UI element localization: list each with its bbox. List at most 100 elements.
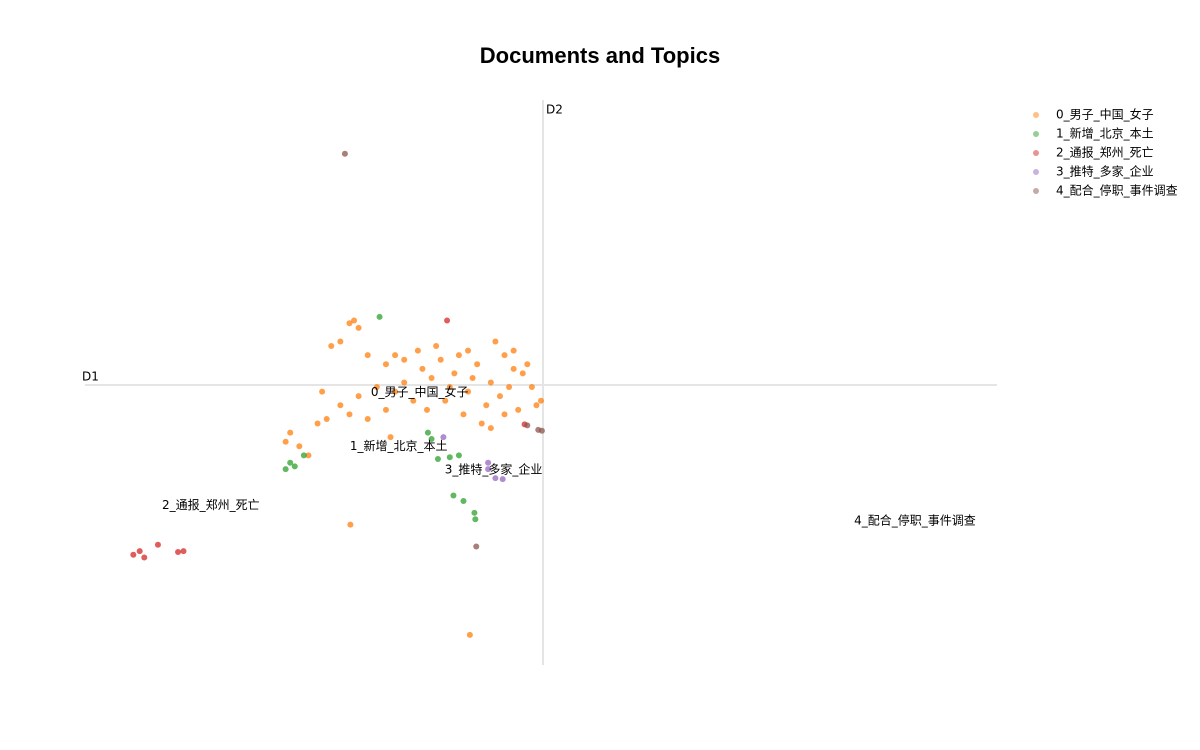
point	[465, 347, 472, 354]
chart-title: Documents and Topics	[480, 43, 720, 68]
point	[460, 497, 467, 504]
point	[506, 384, 513, 391]
topic-label: 3_推特_多家_企业	[445, 461, 543, 476]
point	[487, 425, 494, 432]
point	[450, 492, 457, 499]
point	[392, 388, 399, 395]
point	[300, 452, 307, 459]
topic-label: 4_配合_停职_事件调查	[854, 513, 976, 528]
point	[471, 509, 478, 516]
legend-label: 4_配合_停职_事件调查	[1056, 183, 1178, 198]
point	[455, 352, 462, 359]
legend-marker	[1033, 188, 1039, 194]
point	[337, 338, 344, 345]
point	[474, 361, 481, 368]
point	[428, 374, 435, 381]
point	[533, 402, 540, 409]
topic-label: 1_新增_北京_本土	[350, 438, 448, 453]
legend-marker	[1033, 112, 1039, 118]
point	[355, 324, 362, 331]
topic-label: 0_男子_中国_女子	[371, 384, 469, 399]
point	[346, 411, 353, 418]
point	[444, 317, 451, 324]
point	[387, 434, 394, 441]
legend-marker	[1033, 169, 1039, 175]
legend-label: 2_通报_郑州_死亡	[1056, 145, 1154, 160]
point	[510, 347, 517, 354]
point	[428, 436, 435, 442]
point	[451, 370, 458, 377]
point	[305, 452, 312, 459]
point	[460, 411, 467, 418]
point	[446, 454, 453, 461]
point	[501, 352, 508, 359]
point	[473, 543, 480, 550]
point	[499, 476, 506, 483]
point	[515, 406, 522, 413]
point	[455, 452, 462, 459]
point	[382, 406, 389, 413]
point	[492, 338, 499, 345]
point	[175, 549, 182, 555]
point	[524, 361, 531, 368]
legend-marker	[1033, 131, 1039, 137]
point	[323, 415, 330, 422]
point	[442, 397, 449, 404]
legend-label: 1_新增_北京_本土	[1056, 126, 1154, 141]
point	[382, 361, 389, 368]
point	[465, 388, 472, 395]
point	[180, 548, 187, 555]
point	[136, 548, 143, 555]
point	[141, 554, 148, 561]
point	[434, 456, 441, 463]
point	[373, 384, 380, 391]
point	[492, 475, 499, 482]
point	[487, 379, 494, 386]
point	[414, 347, 421, 354]
point	[466, 631, 473, 638]
point	[296, 443, 303, 450]
legend-marker	[1033, 150, 1039, 156]
point	[401, 379, 408, 386]
point	[483, 402, 490, 409]
point	[485, 459, 492, 466]
point	[437, 356, 444, 363]
point	[401, 356, 408, 363]
point	[351, 317, 358, 324]
point	[528, 384, 535, 391]
point	[376, 313, 383, 320]
point	[485, 466, 492, 473]
point	[410, 397, 417, 404]
point	[328, 343, 335, 350]
point	[496, 393, 503, 400]
point	[364, 415, 371, 422]
legend-label: 0_男子_中国_女子	[1056, 107, 1154, 122]
point	[291, 463, 298, 470]
point	[154, 541, 161, 548]
point	[472, 516, 479, 523]
point	[341, 150, 348, 157]
x-axis-label: D1	[82, 370, 99, 384]
legend-label: 3_推特_多家_企业	[1056, 164, 1154, 179]
point	[337, 402, 344, 409]
point	[364, 352, 371, 359]
point	[440, 434, 447, 441]
point	[538, 397, 544, 404]
point	[130, 551, 137, 558]
point	[287, 429, 294, 436]
point	[392, 352, 399, 359]
point	[538, 427, 545, 434]
point	[424, 429, 431, 436]
point	[346, 320, 353, 327]
point	[319, 388, 326, 395]
point	[347, 521, 354, 528]
point	[419, 365, 426, 372]
point	[469, 374, 476, 381]
point	[287, 459, 294, 466]
point	[478, 420, 485, 427]
point	[510, 365, 517, 372]
point	[501, 411, 508, 418]
point	[424, 406, 430, 413]
point	[519, 370, 526, 377]
